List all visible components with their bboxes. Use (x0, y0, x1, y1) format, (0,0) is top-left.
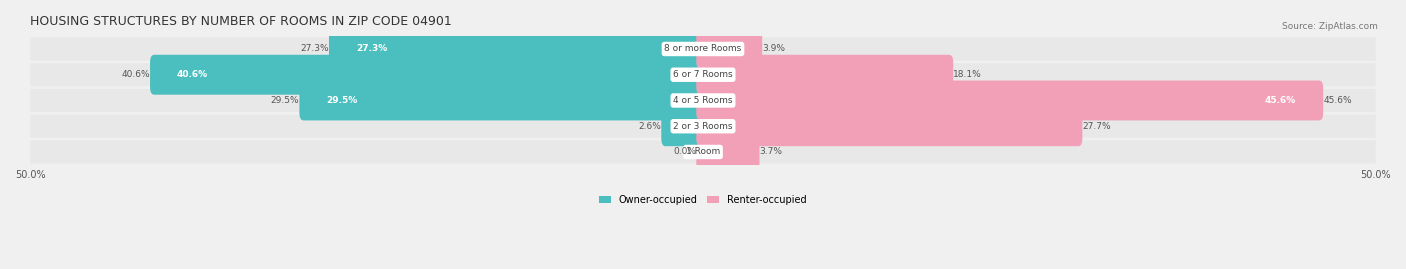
FancyBboxPatch shape (329, 29, 710, 69)
FancyBboxPatch shape (696, 55, 953, 95)
Text: 2.6%: 2.6% (638, 122, 661, 131)
FancyBboxPatch shape (696, 132, 759, 172)
Text: 3.7%: 3.7% (759, 147, 783, 157)
Legend: Owner-occupied, Renter-occupied: Owner-occupied, Renter-occupied (599, 195, 807, 205)
FancyBboxPatch shape (299, 80, 710, 121)
FancyBboxPatch shape (31, 63, 1375, 86)
FancyBboxPatch shape (661, 106, 710, 146)
Text: 27.3%: 27.3% (356, 44, 387, 54)
Text: 27.3%: 27.3% (301, 44, 329, 54)
Text: 40.6%: 40.6% (121, 70, 150, 79)
FancyBboxPatch shape (696, 29, 762, 69)
Text: 27.7%: 27.7% (1083, 122, 1111, 131)
Text: 29.5%: 29.5% (326, 96, 357, 105)
Text: 45.6%: 45.6% (1323, 96, 1351, 105)
Text: 45.6%: 45.6% (1265, 96, 1296, 105)
FancyBboxPatch shape (31, 115, 1375, 138)
FancyBboxPatch shape (696, 80, 1323, 121)
Text: HOUSING STRUCTURES BY NUMBER OF ROOMS IN ZIP CODE 04901: HOUSING STRUCTURES BY NUMBER OF ROOMS IN… (31, 15, 453, 28)
FancyBboxPatch shape (696, 106, 1083, 146)
Text: 40.6%: 40.6% (177, 70, 208, 79)
Text: 8 or more Rooms: 8 or more Rooms (665, 44, 741, 54)
FancyBboxPatch shape (31, 140, 1375, 164)
Text: 4 or 5 Rooms: 4 or 5 Rooms (673, 96, 733, 105)
Text: 3.9%: 3.9% (762, 44, 785, 54)
Text: 18.1%: 18.1% (953, 70, 981, 79)
FancyBboxPatch shape (150, 55, 710, 95)
Text: 2 or 3 Rooms: 2 or 3 Rooms (673, 122, 733, 131)
FancyBboxPatch shape (31, 89, 1375, 112)
Text: 1 Room: 1 Room (686, 147, 720, 157)
Text: 0.0%: 0.0% (673, 147, 696, 157)
Text: 6 or 7 Rooms: 6 or 7 Rooms (673, 70, 733, 79)
FancyBboxPatch shape (31, 37, 1375, 61)
Text: 29.5%: 29.5% (271, 96, 299, 105)
Text: Source: ZipAtlas.com: Source: ZipAtlas.com (1282, 22, 1378, 30)
